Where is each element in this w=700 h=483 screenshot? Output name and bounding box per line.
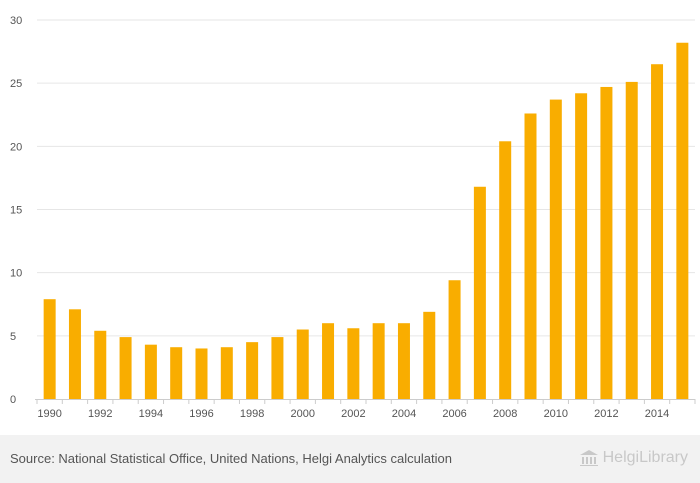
bar-2000[interactable]: [296, 329, 309, 399]
x-tick-label-1996: 1996: [189, 408, 213, 420]
bar-2003[interactable]: [372, 323, 385, 399]
x-tick-label-1992: 1992: [88, 408, 112, 420]
y-tick-label-20: 20: [10, 141, 22, 153]
bar-1996[interactable]: [195, 348, 208, 399]
footer: Source: National Statistical Office, Uni…: [0, 435, 700, 483]
bar-2001[interactable]: [322, 323, 335, 399]
y-tick-label-0: 0: [10, 394, 16, 406]
bar-1998[interactable]: [246, 342, 259, 399]
bar-1993[interactable]: [119, 337, 132, 399]
bar-1999[interactable]: [271, 337, 284, 399]
bar-chart: 0 5 10 15 20 25 30 1990 1992 1994 1996 1998 2000 200…: [10, 15, 696, 420]
x-tick-label-2006: 2006: [442, 408, 466, 420]
bar-series: [43, 42, 689, 400]
x-tick-label-2014: 2014: [645, 408, 669, 420]
bar-2010[interactable]: [549, 99, 562, 399]
y-axis: 0 5 10 15 20 25 30: [10, 15, 22, 406]
brand-logo[interactable]: HelgiLibrary: [579, 449, 688, 467]
bar-2013[interactable]: [625, 81, 638, 400]
bar-2012[interactable]: [600, 86, 613, 399]
x-tick-label-2002: 2002: [341, 408, 365, 420]
library-icon: [579, 449, 599, 467]
bar-2014[interactable]: [651, 64, 664, 399]
bar-2004[interactable]: [397, 323, 410, 399]
bar-2002[interactable]: [347, 328, 360, 399]
x-tick-label-1994: 1994: [139, 408, 163, 420]
bar-2008[interactable]: [499, 141, 512, 399]
x-tick-label-2000: 2000: [290, 408, 314, 420]
source-note: Source: National Statistical Office, Uni…: [10, 451, 452, 466]
x-tick-label-2008: 2008: [493, 408, 517, 420]
bar-2009[interactable]: [524, 113, 537, 399]
x-tick-label-1990: 1990: [37, 408, 61, 420]
bar-1995[interactable]: [170, 347, 183, 399]
x-tick-label-1998: 1998: [240, 408, 264, 420]
bar-1997[interactable]: [220, 347, 233, 399]
bar-2006[interactable]: [448, 280, 461, 399]
bar-1991[interactable]: [68, 309, 81, 399]
y-tick-label-15: 15: [10, 205, 22, 217]
y-tick-label-30: 30: [10, 15, 22, 27]
x-tick-label-2010: 2010: [544, 408, 568, 420]
brand-name: HelgiLibrary: [602, 449, 688, 466]
bar-2015[interactable]: [676, 42, 689, 400]
x-tick-label-2004: 2004: [392, 408, 416, 420]
bar-2007[interactable]: [473, 186, 486, 399]
gridlines: [37, 19, 695, 337]
x-axis: 1990 1992 1994 1996 1998 2000 2002 2004 2006 2008…: [35, 399, 696, 420]
bar-1994[interactable]: [144, 344, 157, 399]
y-tick-label-10: 10: [10, 268, 22, 280]
bar-2005[interactable]: [423, 311, 436, 399]
bar-1990[interactable]: [43, 299, 56, 399]
x-tick-label-2012: 2012: [594, 408, 618, 420]
y-tick-label-25: 25: [10, 78, 22, 90]
y-tick-label-5: 5: [10, 331, 16, 343]
bar-1992[interactable]: [94, 330, 107, 399]
bar-2011[interactable]: [575, 93, 588, 400]
